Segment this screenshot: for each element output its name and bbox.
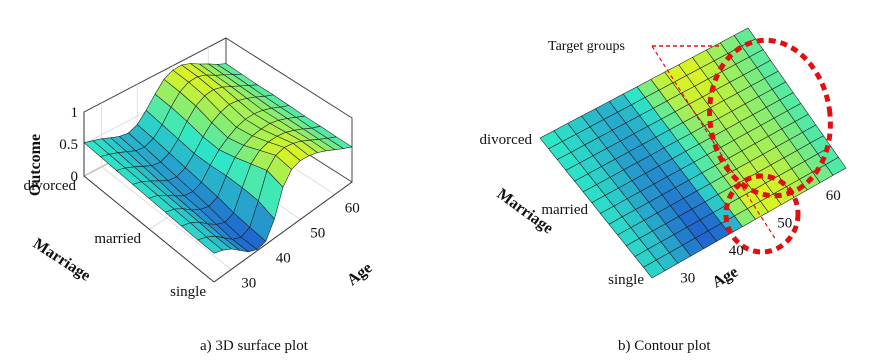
leader-line <box>651 45 777 241</box>
x-tick-label: 40 <box>276 251 291 267</box>
y-tick-label-contour: married <box>541 202 588 218</box>
x-axis-title: Age <box>344 259 375 289</box>
y-tick-label-contour: single <box>608 272 644 288</box>
z-tick-label: 1 <box>71 105 79 121</box>
z-tick-label: 0 <box>71 169 79 185</box>
target-annotation: Target groups <box>548 37 833 255</box>
y-tick-label-contour: divorced <box>480 132 533 148</box>
target-ellipse-upper <box>707 37 833 199</box>
x-tick-label: 50 <box>310 226 325 242</box>
y-tick-label: married <box>94 231 141 247</box>
target-ellipse-lower <box>723 173 801 255</box>
y-axis-line <box>83 175 215 283</box>
contour-plot: Target groups Marriage Age 30405060singl… <box>480 27 847 291</box>
surface-plot: Outcome Marriage Age 30 40 50 60 single marri… <box>24 37 375 300</box>
z-axis-title: Outcome <box>27 134 44 196</box>
x-axis-line <box>213 181 353 283</box>
caption-contour: b) Contour plot <box>618 338 711 354</box>
x-tick-label-contour: 30 <box>680 270 695 286</box>
y-tick-label: single <box>170 284 206 300</box>
surface-cell <box>197 236 223 254</box>
x-tick-label-contour: 40 <box>729 243 744 259</box>
surface-mesh <box>83 63 353 254</box>
y-tick-label: divorced <box>24 178 77 194</box>
y-axis-title: Marriage <box>30 235 94 285</box>
x-axis-title-contour: Age <box>710 263 742 291</box>
z-tick-label: 0.5 <box>59 137 78 153</box>
contour-mesh <box>539 27 847 279</box>
caption-surface: a) 3D surface plot <box>200 338 308 354</box>
x-tick-label: 30 <box>241 276 256 292</box>
x-tick-label-contour: 60 <box>826 188 841 204</box>
x-tick-label-contour: 50 <box>777 215 792 231</box>
x-tick-label: 60 <box>345 201 360 217</box>
surface-axes-front <box>83 112 353 283</box>
target-groups-label: Target groups <box>548 39 625 54</box>
